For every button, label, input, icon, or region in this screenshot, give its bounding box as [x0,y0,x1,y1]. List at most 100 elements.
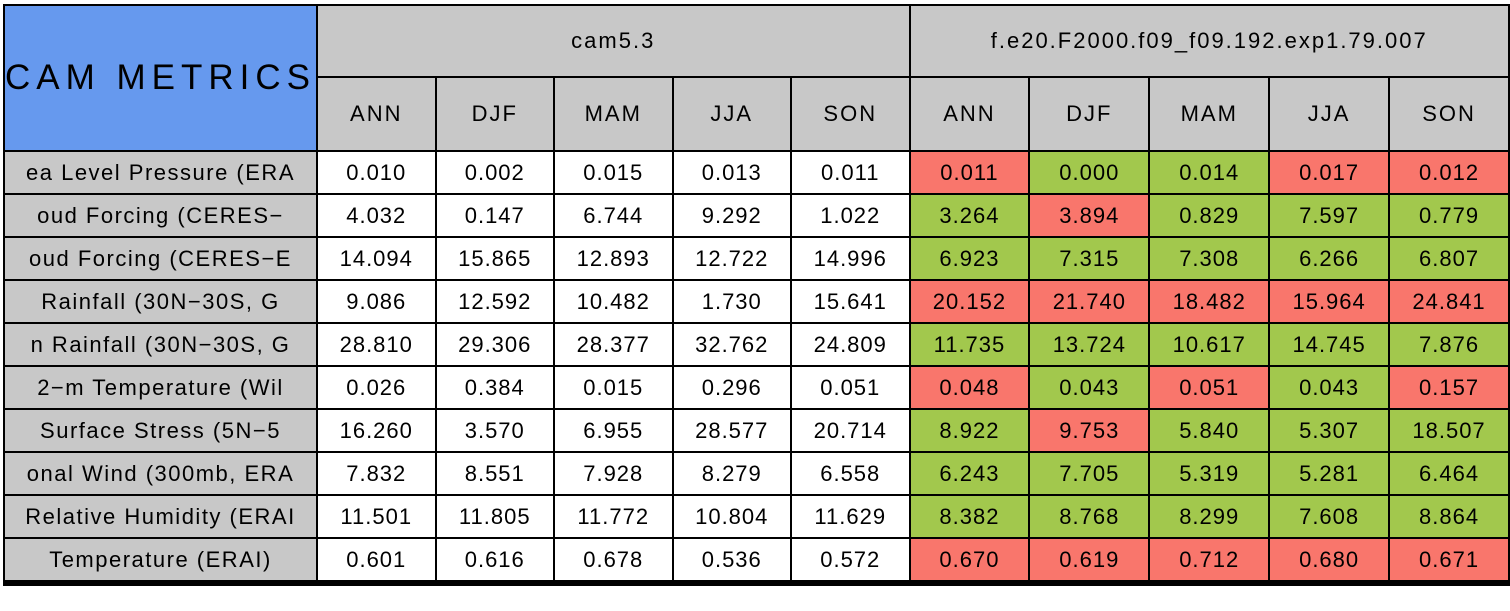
cam53-cell: 8.551 [434,451,555,496]
cam53-cell: 0.026 [316,365,437,410]
exp-cell: 5.281 [1268,451,1391,496]
cam53-cell: 28.377 [553,322,674,367]
cam53-cell: 29.306 [434,322,555,367]
exp-cell: 6.923 [908,236,1031,281]
cam53-cell: 0.002 [434,150,555,195]
exp-cell: 7.705 [1028,451,1151,496]
cam53-cell: 11.772 [553,494,674,539]
exp-cell: 0.014 [1148,150,1271,195]
table-row: onal Wind (300mb, ERA 7.832 8.551 7.928 … [3,451,1510,496]
exp-cell: 0.017 [1268,150,1391,195]
season-header-exp-djf: DJF [1028,76,1151,152]
cam53-cell: 6.558 [790,451,911,496]
row-label: Relative Humidity (ERAI [3,494,318,539]
exp-cell: 0.000 [1028,150,1151,195]
cam53-cell: 0.015 [553,150,674,195]
exp-cell: 0.157 [1388,365,1510,410]
cam53-cell: 6.955 [553,408,674,453]
exp-cell: 5.307 [1268,408,1391,453]
exp-cell: 0.779 [1388,193,1510,238]
cam53-cell: 0.011 [790,150,911,195]
exp-cell: 0.619 [1028,537,1151,584]
exp-cell: 6.464 [1388,451,1510,496]
row-label: Temperature (ERAI) [3,537,318,584]
header-season-row: ANN DJF MAM JJA SON ANN DJF MAM JJA SON [4,76,1510,152]
table-row: Surface Stress (5N−5 16.260 3.570 6.955 … [3,408,1510,453]
exp-cell: 3.264 [908,193,1031,238]
exp-cell: 0.043 [1028,365,1151,410]
exp-cell: 8.299 [1148,494,1271,539]
table-title: CAM METRICS [3,4,318,152]
cam53-cell: 10.482 [553,279,674,324]
exp-cell: 5.840 [1148,408,1271,453]
table-row: 2−m Temperature (Wil 0.026 0.384 0.015 0… [3,365,1510,410]
cam53-cell: 16.260 [316,408,437,453]
table-row: oud Forcing (CERES−E 14.094 15.865 12.89… [3,236,1510,281]
cam53-cell: 15.865 [434,236,555,281]
cam53-cell: 11.805 [434,494,555,539]
exp-cell: 0.680 [1268,537,1391,584]
exp-cell: 6.243 [908,451,1031,496]
row-label: ea Level Pressure (ERA [3,150,318,195]
cam53-cell: 0.384 [434,365,555,410]
exp-cell: 7.315 [1028,236,1151,281]
cam53-cell: 12.893 [553,236,674,281]
column-group-cam53: cam5.3 [316,4,911,78]
exp-cell: 24.841 [1388,279,1510,324]
cam53-cell: 7.928 [553,451,674,496]
season-header-exp-son: SON [1388,76,1510,152]
exp-cell: 0.043 [1268,365,1391,410]
exp-cell: 8.768 [1028,494,1151,539]
exp-cell: 20.152 [908,279,1031,324]
exp-cell: 8.922 [908,408,1031,453]
cam53-cell: 15.641 [790,279,911,324]
season-header-cam53-mam: MAM [553,76,674,152]
season-header-cam53-djf: DJF [434,76,555,152]
exp-cell: 6.807 [1388,236,1510,281]
exp-cell: 14.745 [1268,322,1391,367]
row-label: oud Forcing (CERES− [3,193,318,238]
exp-cell: 11.735 [908,322,1031,367]
cam53-cell: 9.292 [671,193,792,238]
cam53-cell: 8.279 [671,451,792,496]
cam53-cell: 9.086 [316,279,437,324]
cam53-cell: 14.094 [316,236,437,281]
exp-cell: 0.712 [1148,537,1271,584]
cam53-cell: 6.744 [553,193,674,238]
cam53-cell: 0.013 [671,150,792,195]
cam53-cell: 4.032 [316,193,437,238]
season-header-cam53-jja: JJA [671,76,792,152]
exp-cell: 7.597 [1268,193,1391,238]
exp-cell: 18.507 [1388,408,1510,453]
cam53-cell: 28.810 [316,322,437,367]
table-row: n Rainfall (30N−30S, G 28.810 29.306 28.… [3,322,1510,367]
exp-cell: 15.964 [1268,279,1391,324]
table-row: Temperature (ERAI) 0.601 0.616 0.678 0.5… [3,537,1510,584]
exp-cell: 7.608 [1268,494,1391,539]
cam53-cell: 12.592 [434,279,555,324]
exp-cell: 21.740 [1028,279,1151,324]
cam53-cell: 0.010 [316,150,437,195]
row-label: Rainfall (30N−30S, G [3,279,318,324]
exp-cell: 0.048 [908,365,1031,410]
row-label: 2−m Temperature (Wil [3,365,318,410]
exp-cell: 0.011 [908,150,1031,195]
exp-cell: 6.266 [1268,236,1391,281]
cam53-cell: 3.570 [434,408,555,453]
exp-cell: 0.051 [1148,365,1271,410]
cam53-cell: 0.536 [671,537,792,584]
table-row: Rainfall (30N−30S, G 9.086 12.592 10.482… [3,279,1510,324]
row-label: onal Wind (300mb, ERA [3,451,318,496]
cam53-cell: 0.015 [553,365,674,410]
exp-cell: 0.012 [1388,150,1510,195]
exp-cell: 8.382 [908,494,1031,539]
exp-cell: 13.724 [1028,322,1151,367]
cam53-cell: 0.616 [434,537,555,584]
row-label: n Rainfall (30N−30S, G [3,322,318,367]
cam53-cell: 0.572 [790,537,911,584]
season-header-exp-jja: JJA [1268,76,1391,152]
cam53-cell: 0.678 [553,537,674,584]
header-group-row: CAM METRICS cam5.3 f.e20.F2000.f09_f09.1… [3,4,1510,152]
cam53-cell: 24.809 [790,322,911,367]
metrics-table: CAM METRICS cam5.3 f.e20.F2000.f09_f09.1… [3,4,1510,586]
